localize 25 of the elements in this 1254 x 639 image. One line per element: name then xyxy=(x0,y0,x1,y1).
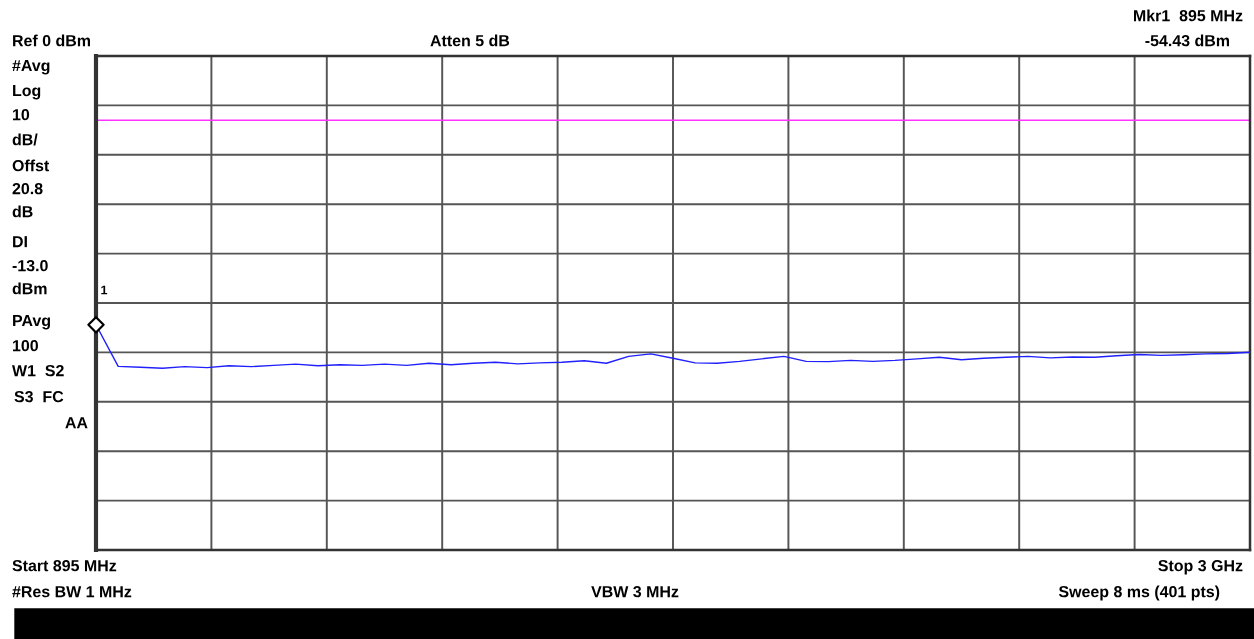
text: 10 xyxy=(13,108,30,121)
text: Start 895 MHz xyxy=(12,559,117,572)
text: PAvg xyxy=(13,315,50,330)
text: W1 S2 xyxy=(12,364,64,377)
text: -54.43 dBm xyxy=(1145,34,1230,47)
text: Log xyxy=(13,85,41,100)
text: Stop 3 GHz xyxy=(1158,559,1243,575)
text: Mkr1 895 MHz xyxy=(1134,9,1243,22)
text: Atten 5 dB xyxy=(430,34,510,47)
text: Sweep 8 ms (401 pts) xyxy=(1058,585,1220,601)
text: #Res BW 1 MHz xyxy=(12,586,132,598)
text: 20.8 xyxy=(12,182,43,195)
text: DI xyxy=(13,236,27,248)
text: 100 xyxy=(13,339,38,352)
text: dBm xyxy=(12,282,47,295)
text: AA xyxy=(65,417,88,429)
text: VBW 3 MHz xyxy=(591,585,679,598)
text: Offst xyxy=(12,159,50,172)
text: Ref 0 dBm xyxy=(13,34,90,47)
text: dB/ xyxy=(12,133,38,146)
text: #Avg xyxy=(12,60,50,75)
text: dB xyxy=(12,205,33,218)
annotation: 1 xyxy=(101,285,108,295)
text: S3 FC xyxy=(14,390,64,403)
text: -13.0 xyxy=(12,259,48,272)
